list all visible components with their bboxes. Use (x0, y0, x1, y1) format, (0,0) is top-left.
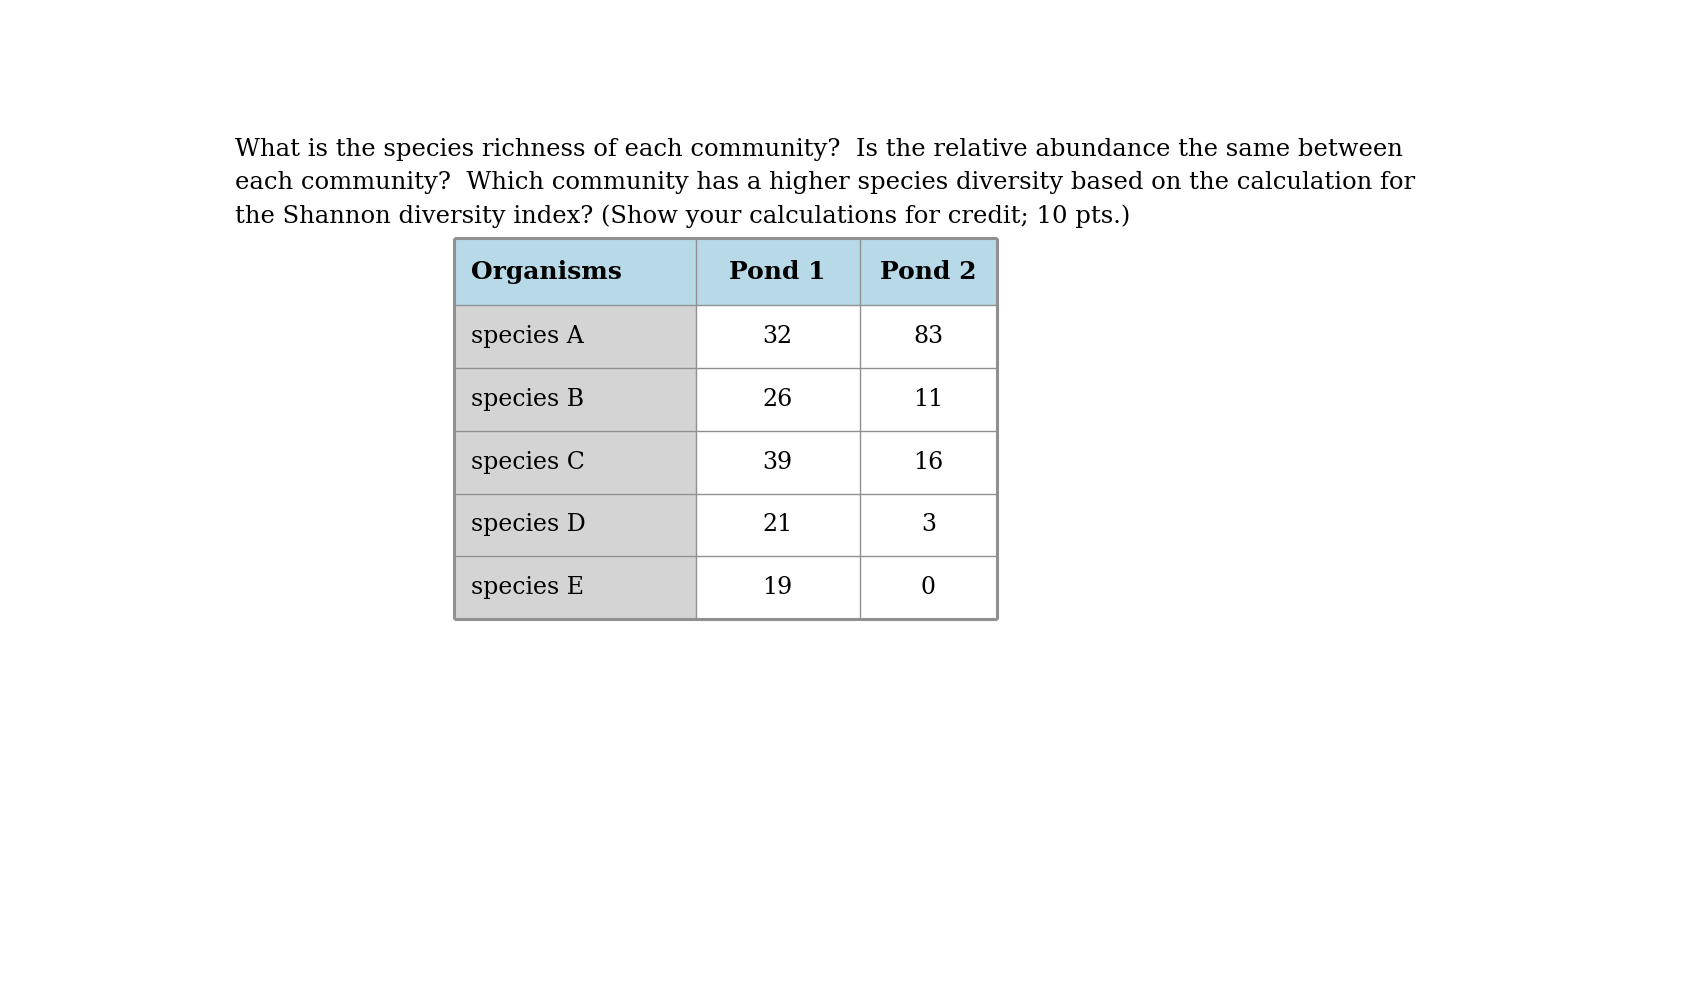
Text: species E: species E (470, 577, 583, 599)
FancyBboxPatch shape (453, 238, 696, 305)
Text: species B: species B (470, 388, 583, 411)
FancyBboxPatch shape (453, 494, 696, 557)
Text: 3: 3 (921, 514, 936, 537)
Text: 26: 26 (762, 388, 792, 411)
FancyBboxPatch shape (696, 430, 860, 494)
Text: 32: 32 (762, 325, 792, 348)
FancyBboxPatch shape (860, 368, 997, 430)
Text: 16: 16 (912, 450, 942, 474)
Text: species A: species A (470, 325, 583, 348)
FancyBboxPatch shape (453, 430, 696, 494)
Text: species D: species D (470, 514, 584, 537)
FancyBboxPatch shape (860, 430, 997, 494)
FancyBboxPatch shape (860, 557, 997, 619)
Text: species C: species C (470, 450, 584, 474)
FancyBboxPatch shape (453, 557, 696, 619)
FancyBboxPatch shape (696, 305, 860, 368)
Text: 19: 19 (762, 577, 792, 599)
Text: 39: 39 (762, 450, 792, 474)
FancyBboxPatch shape (453, 305, 696, 368)
Text: Pond 2: Pond 2 (880, 259, 976, 283)
Text: 11: 11 (912, 388, 942, 411)
Text: Pond 1: Pond 1 (730, 259, 826, 283)
FancyBboxPatch shape (860, 494, 997, 557)
FancyBboxPatch shape (860, 238, 997, 305)
FancyBboxPatch shape (696, 557, 860, 619)
FancyBboxPatch shape (696, 494, 860, 557)
FancyBboxPatch shape (860, 305, 997, 368)
Text: Organisms: Organisms (470, 259, 622, 283)
FancyBboxPatch shape (696, 368, 860, 430)
Text: 21: 21 (762, 514, 792, 537)
FancyBboxPatch shape (453, 368, 696, 430)
Text: 83: 83 (912, 325, 942, 348)
FancyBboxPatch shape (696, 238, 860, 305)
Text: 0: 0 (921, 577, 936, 599)
Text: What is the species richness of each community?  Is the relative abundance the s: What is the species richness of each com… (235, 138, 1414, 228)
